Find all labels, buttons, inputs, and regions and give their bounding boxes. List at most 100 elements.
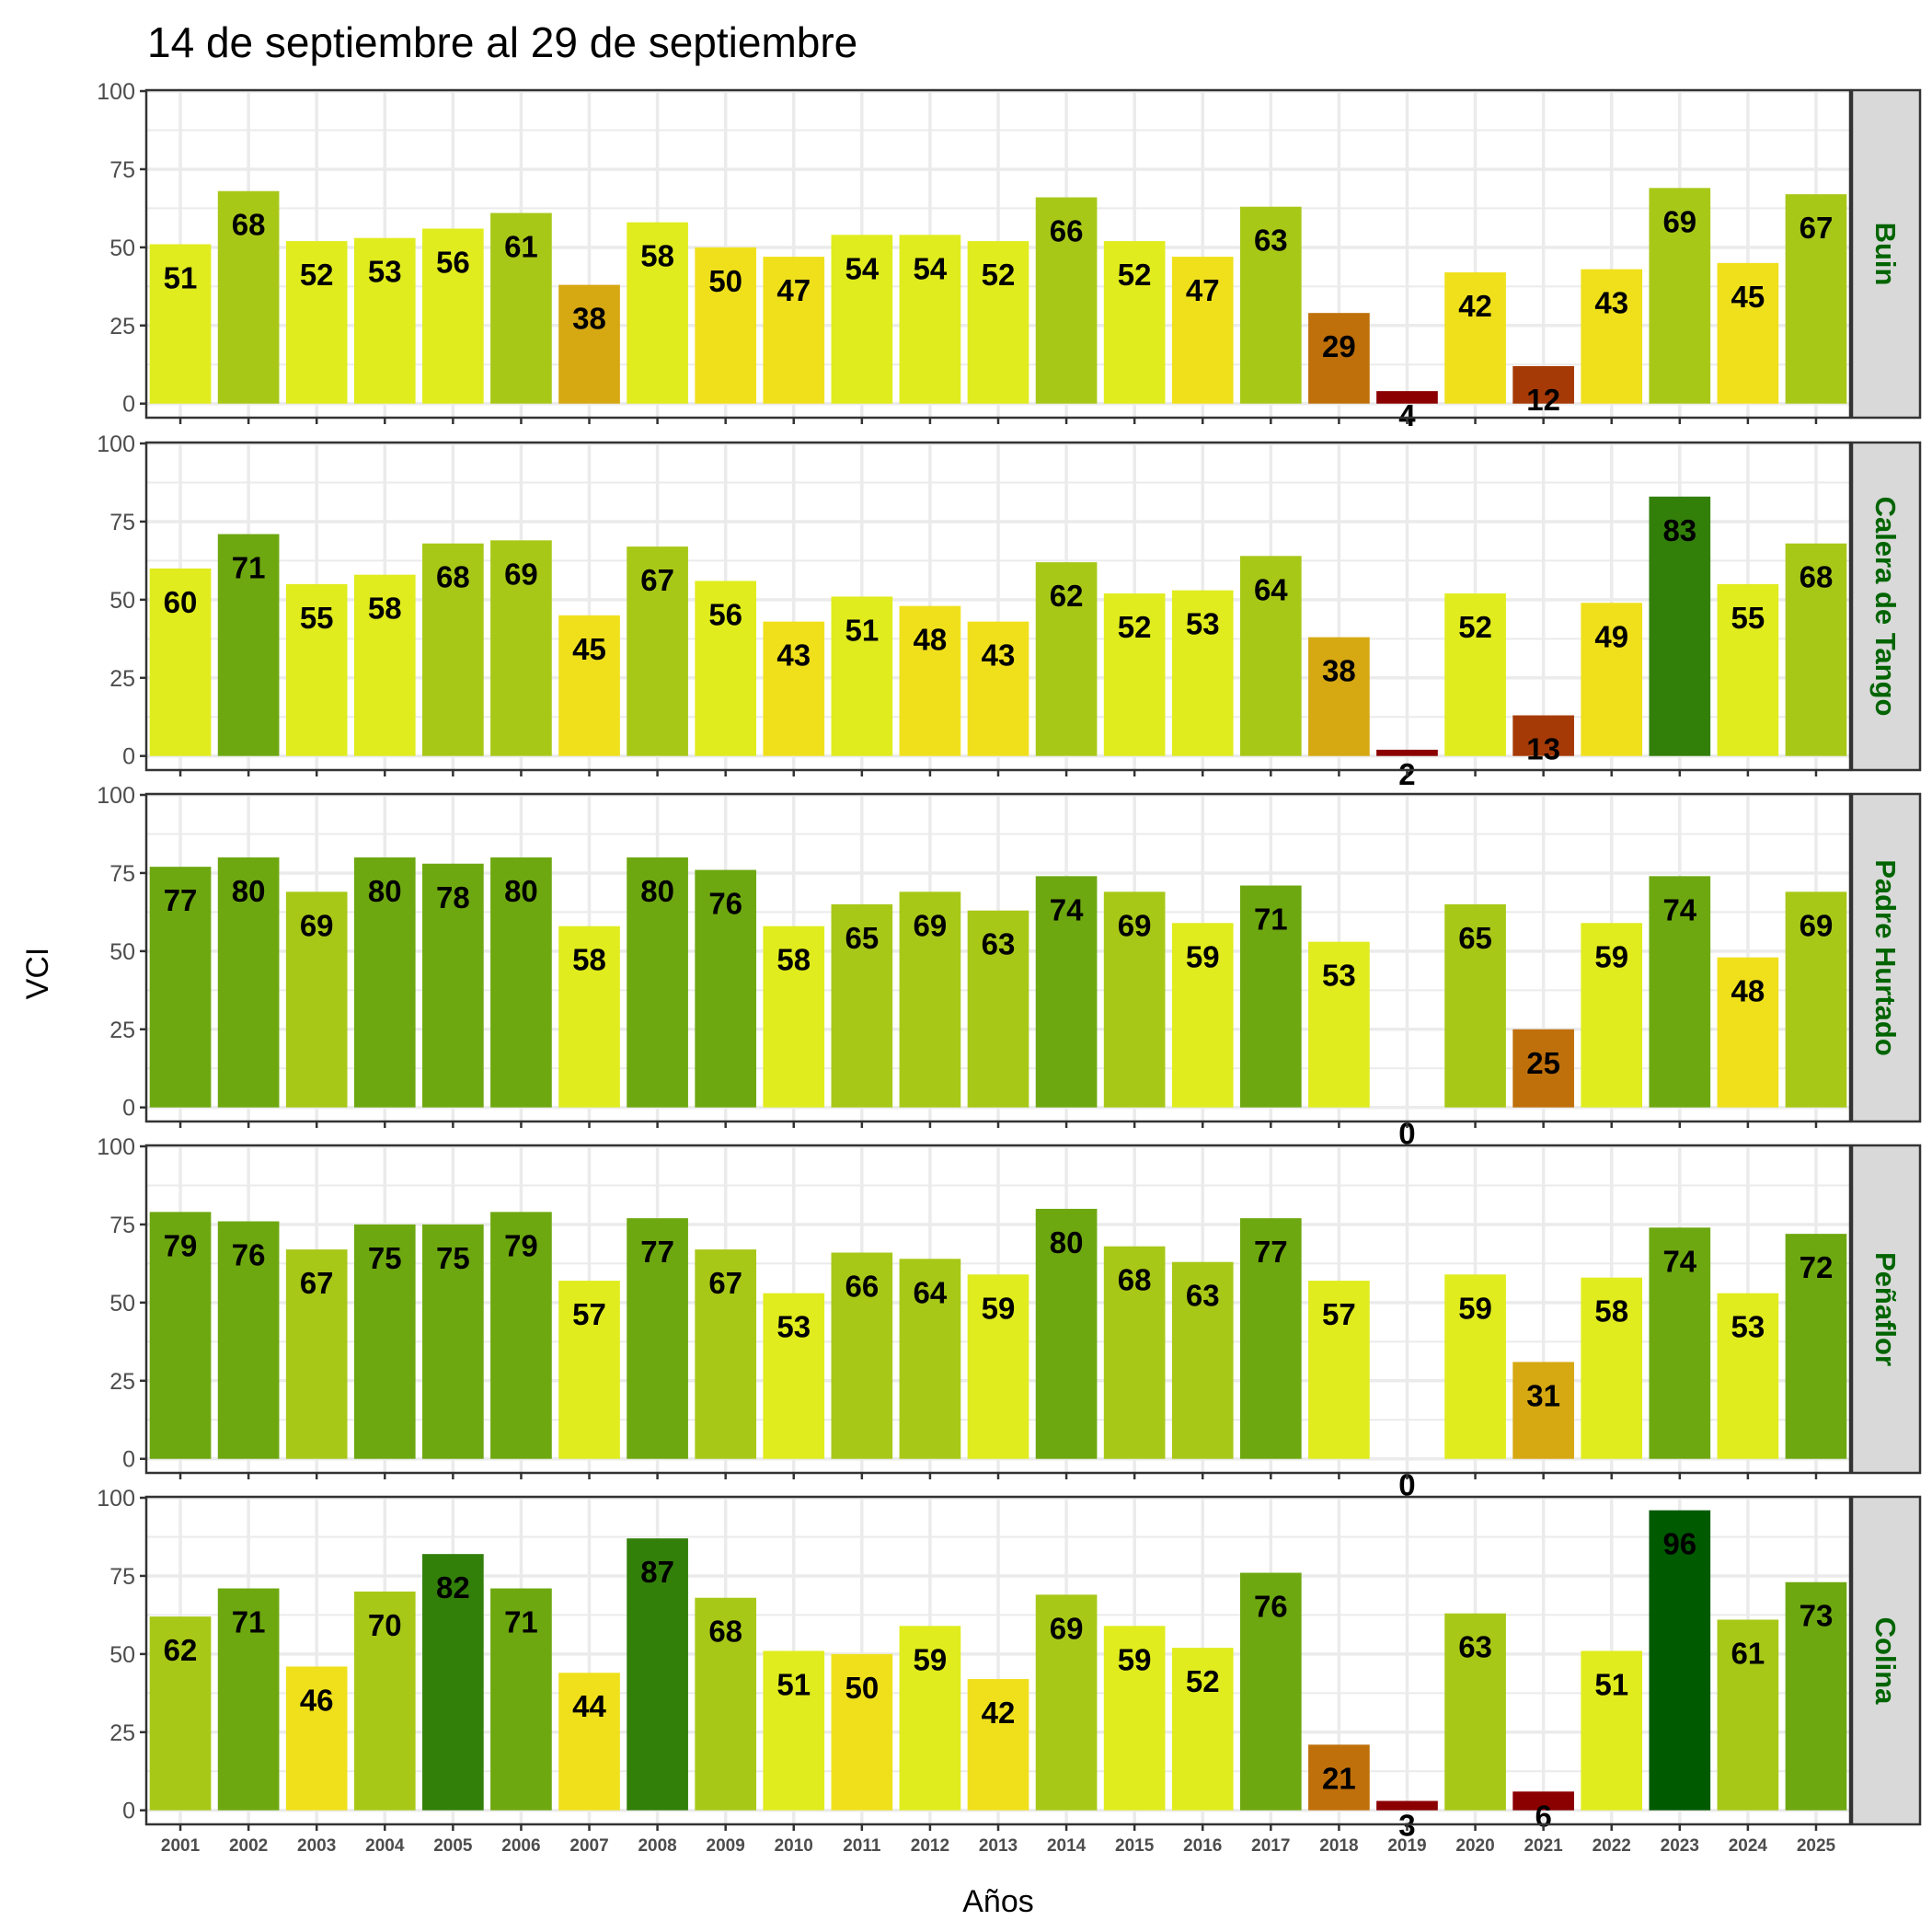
bar-colina-2008 bbox=[627, 1538, 688, 1811]
data-label: 74 bbox=[1662, 892, 1696, 926]
bar-peñaflor-2017 bbox=[1239, 1218, 1302, 1459]
facet-strip-label: Padre Hurtado bbox=[1869, 859, 1902, 1056]
data-label: 63 bbox=[1254, 224, 1288, 258]
bar-peñaflor-2007 bbox=[558, 1281, 620, 1459]
facet-strip bbox=[1850, 441, 1922, 772]
data-label: 56 bbox=[708, 597, 742, 631]
data-label: 38 bbox=[1322, 654, 1356, 688]
data-label: 52 bbox=[1118, 258, 1152, 292]
data-label: 68 bbox=[232, 208, 266, 242]
x-tick-label: 2007 bbox=[569, 1836, 608, 1856]
data-label: 43 bbox=[776, 638, 811, 673]
bar-peñaflor-2009 bbox=[695, 1249, 757, 1459]
data-label: 69 bbox=[1662, 204, 1696, 238]
bar-peñaflor-2010 bbox=[763, 1293, 825, 1459]
bar-peñaflor-2004 bbox=[353, 1224, 416, 1459]
data-label: 75 bbox=[368, 1241, 402, 1275]
data-label: 58 bbox=[1594, 1294, 1628, 1328]
data-label: 47 bbox=[776, 273, 811, 307]
data-label: 75 bbox=[436, 1241, 470, 1275]
data-label: 25 bbox=[1526, 1046, 1560, 1080]
bar-colina-2012 bbox=[899, 1626, 961, 1811]
y-tick-label: 75 bbox=[109, 510, 135, 535]
facet-strip bbox=[1850, 1144, 1922, 1475]
bar-colina-2009 bbox=[695, 1597, 757, 1811]
data-label: 71 bbox=[1254, 903, 1288, 937]
data-label: 4 bbox=[1398, 398, 1416, 432]
data-label: 31 bbox=[1526, 1378, 1560, 1412]
bar-calera-de-tango-2001 bbox=[149, 568, 212, 756]
data-label: 68 bbox=[1800, 560, 1834, 594]
data-label: 76 bbox=[1254, 1590, 1288, 1624]
data-label: 67 bbox=[1800, 211, 1834, 245]
data-label: 58 bbox=[368, 592, 402, 626]
bar-padre-hurtado-2004 bbox=[353, 857, 416, 1108]
bar-calera-de-tango-2021 bbox=[1512, 715, 1574, 756]
data-label: 68 bbox=[708, 1615, 742, 1649]
data-label: 53 bbox=[1186, 607, 1220, 641]
data-label: 55 bbox=[300, 601, 334, 635]
facet-strip bbox=[1850, 1495, 1922, 1826]
bar-colina-2024 bbox=[1717, 1619, 1779, 1811]
bar-calera-de-tango-2003 bbox=[285, 583, 348, 756]
bar-buin-2015 bbox=[1103, 241, 1166, 404]
data-label: 63 bbox=[1186, 1279, 1220, 1313]
data-label: 60 bbox=[164, 585, 198, 619]
bar-colina-2007 bbox=[558, 1673, 620, 1811]
bar-calera-de-tango-2018 bbox=[1308, 637, 1370, 756]
bar-buin-2013 bbox=[967, 241, 1029, 404]
y-tick-label: 75 bbox=[109, 861, 135, 887]
bar-buin-2018 bbox=[1308, 313, 1370, 404]
data-label: 66 bbox=[845, 1270, 879, 1304]
bar-peñaflor-2016 bbox=[1171, 1261, 1234, 1459]
data-label: 50 bbox=[845, 1671, 879, 1705]
x-tick-label: 2015 bbox=[1115, 1836, 1155, 1856]
bar-buin-2002 bbox=[217, 190, 280, 404]
bar-colina-2025 bbox=[1785, 1581, 1847, 1811]
data-label: 65 bbox=[1458, 921, 1492, 955]
data-label: 49 bbox=[1594, 619, 1628, 653]
x-tick-label: 2025 bbox=[1797, 1836, 1836, 1856]
data-label: 53 bbox=[1322, 959, 1356, 993]
data-label: 62 bbox=[164, 1633, 198, 1667]
data-label: 67 bbox=[640, 563, 674, 597]
bar-peñaflor-2024 bbox=[1717, 1293, 1779, 1459]
y-tick-label: 0 bbox=[122, 392, 135, 418]
y-tick-label: 50 bbox=[109, 588, 135, 614]
x-axis-title: Años bbox=[962, 1884, 1034, 1919]
facet-strip-label: Colina bbox=[1869, 1617, 1902, 1705]
bar-padre-hurtado-2006 bbox=[490, 857, 552, 1108]
data-label: 67 bbox=[708, 1266, 742, 1300]
y-tick-label: 100 bbox=[97, 783, 135, 809]
bar-padre-hurtado-2015 bbox=[1103, 891, 1166, 1108]
data-label: 74 bbox=[1050, 892, 1084, 926]
y-tick-label: 50 bbox=[109, 939, 135, 965]
data-label: 52 bbox=[300, 258, 334, 292]
data-label: 79 bbox=[164, 1228, 198, 1262]
data-label: 64 bbox=[914, 1275, 948, 1309]
data-label: 69 bbox=[1118, 908, 1152, 942]
bar-buin-2012 bbox=[899, 235, 961, 404]
y-tick-label: 0 bbox=[122, 1447, 135, 1473]
data-label: 63 bbox=[1458, 1630, 1492, 1664]
bar-calera-de-tango-2024 bbox=[1717, 583, 1779, 756]
data-label: 44 bbox=[572, 1689, 606, 1723]
x-tick-label: 2010 bbox=[775, 1836, 813, 1856]
bar-colina-2017 bbox=[1239, 1572, 1302, 1811]
bar-padre-hurtado-2018 bbox=[1308, 941, 1370, 1108]
bar-padre-hurtado-2023 bbox=[1649, 876, 1711, 1108]
data-label: 77 bbox=[640, 1235, 674, 1269]
bar-peñaflor-2015 bbox=[1103, 1246, 1166, 1459]
bar-calera-de-tango-2025 bbox=[1785, 543, 1847, 756]
bar-padre-hurtado-2011 bbox=[831, 903, 893, 1108]
x-tick-label: 2019 bbox=[1387, 1836, 1426, 1856]
bar-buin-2020 bbox=[1444, 272, 1506, 404]
bar-colina-2013 bbox=[967, 1679, 1029, 1811]
data-label: 51 bbox=[776, 1667, 811, 1701]
data-label: 48 bbox=[1731, 974, 1765, 1008]
bar-calera-de-tango-2002 bbox=[217, 534, 280, 756]
y-tick-label: 75 bbox=[109, 157, 135, 183]
data-label: 62 bbox=[1050, 579, 1084, 613]
bar-calera-de-tango-2009 bbox=[695, 581, 757, 756]
x-tick-label: 2005 bbox=[433, 1836, 473, 1856]
